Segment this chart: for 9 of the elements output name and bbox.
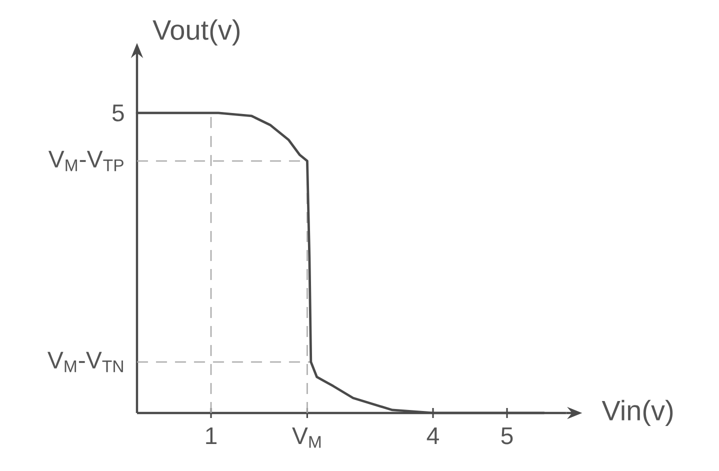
y-axis-title: Vout(v) xyxy=(152,19,240,46)
x-axis-title: Vin(v) xyxy=(602,400,673,426)
annotation: 5 xyxy=(112,104,124,122)
ref-line-label: V$_{M}$-V$_{TN}$ xyxy=(48,352,123,372)
x-tick-label: 1 xyxy=(206,428,217,444)
x-tick-label: V$_{M}$ xyxy=(292,428,321,448)
x-tick-label: 4 xyxy=(426,428,439,444)
ref-line-label: V$_{M}$-V$_{TP}$ xyxy=(48,150,124,172)
x-tick-label: 5 xyxy=(501,428,513,444)
